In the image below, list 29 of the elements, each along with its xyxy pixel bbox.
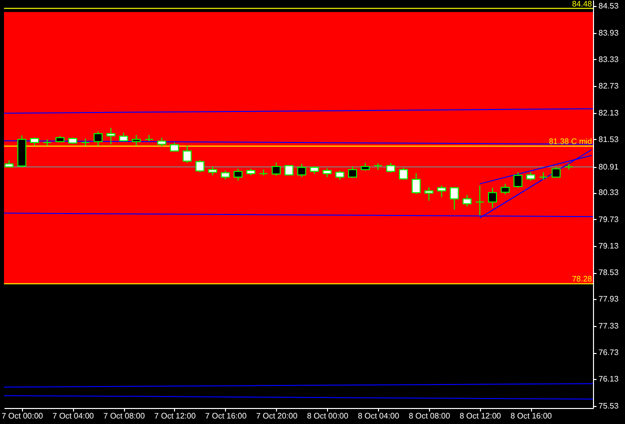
y-tick-label: 82.73 bbox=[598, 82, 620, 91]
x-tick-label: 8 Oct 08:00 bbox=[408, 412, 451, 420]
x-tick-label: 7 Oct 04:00 bbox=[52, 412, 94, 420]
y-tick-label: 76.73 bbox=[598, 348, 620, 358]
y-tick-label: 83.93 bbox=[598, 28, 620, 38]
y-tick-label: 79.13 bbox=[598, 241, 620, 250]
x-tick-label: 8 Oct 00:00 bbox=[306, 412, 349, 420]
x-tick-label: 7 Oct 16:00 bbox=[205, 412, 248, 420]
x-tick-label: 7 Oct 08:00 bbox=[103, 412, 146, 420]
y-tick-label: 79.73 bbox=[598, 214, 620, 224]
x-tick-label: 7 Oct 12:00 bbox=[154, 412, 196, 420]
y-tick-label: 76.13 bbox=[598, 374, 620, 384]
x-tick-label: 7 Oct 20:00 bbox=[256, 412, 298, 420]
y-tick-label: 77.33 bbox=[598, 321, 620, 330]
x-tick-label: 7 Oct 00:00 bbox=[2, 412, 44, 420]
y-tick-label: 84.53 bbox=[598, 2, 620, 11]
y-tick-label: 75.53 bbox=[598, 401, 620, 410]
y-tick-label: 83.33 bbox=[598, 54, 620, 64]
ref-line-label: 78.28 bbox=[572, 274, 593, 284]
y-tick-label: 82.13 bbox=[598, 108, 620, 118]
y-tick-label: 81.53 bbox=[598, 134, 620, 144]
ref-line-label: 84.48 bbox=[572, 0, 593, 8]
y-tick-label: 78.53 bbox=[598, 268, 620, 278]
y-tick-label: 80.91 bbox=[598, 162, 620, 172]
y-tick-label: 80.33 bbox=[598, 188, 620, 198]
y-tick-label: 77.93 bbox=[598, 294, 620, 304]
x-tick-label: 8 Oct 16:00 bbox=[510, 412, 552, 420]
x-tick-label: 8 Oct 04:00 bbox=[358, 412, 400, 420]
x-tick-label: 8 Oct 12:00 bbox=[460, 412, 502, 420]
